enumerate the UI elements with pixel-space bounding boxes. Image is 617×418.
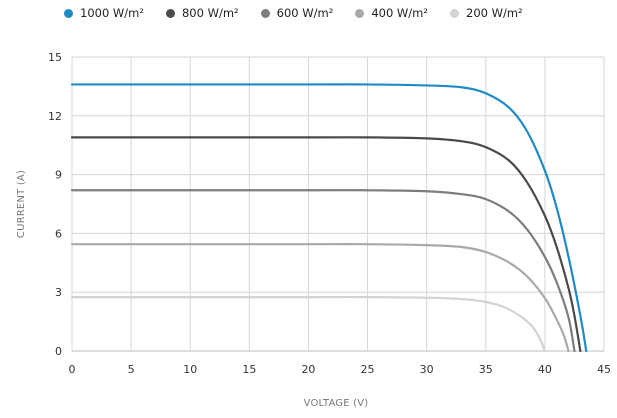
series-line <box>70 83 588 353</box>
series-line <box>70 243 570 353</box>
legend-label: 1000 W/m² <box>80 6 144 20</box>
y-tick-label: 9 <box>55 169 62 182</box>
x-tick-label: 25 <box>361 363 375 376</box>
legend-label: 800 W/m² <box>181 6 239 20</box>
x-tick-label: 30 <box>420 363 434 376</box>
y-tick-label: 3 <box>55 286 62 299</box>
x-tick-label: 20 <box>301 363 315 376</box>
x-tick-label: 15 <box>242 363 256 376</box>
series-line <box>70 136 582 353</box>
x-tick-label: 5 <box>128 363 135 376</box>
x-axis-title: VOLTAGE (V) <box>304 398 369 409</box>
x-tick-label: 0 <box>69 363 76 376</box>
legend-swatch <box>165 8 175 18</box>
legend-swatch <box>64 8 73 18</box>
legend-item: 200 W/m² <box>450 6 523 20</box>
legend-label: 400 W/m² <box>371 6 428 20</box>
legend-swatch <box>450 8 459 18</box>
legend-item: 800 W/m² <box>165 6 239 20</box>
y-tick-label: 6 <box>55 227 62 240</box>
legend-swatch <box>260 8 270 18</box>
y-tick-label: 0 <box>55 345 62 358</box>
series-line <box>70 189 576 353</box>
x-tick-label: 10 <box>183 363 197 376</box>
legend-item: 1000 W/m² <box>64 6 144 20</box>
series-lines <box>70 83 588 353</box>
legend-swatch <box>355 8 365 18</box>
x-tick-label: 40 <box>538 363 552 376</box>
tick-labels: 0 5 10 15 20 25 30 35 40 45 0 3 6 9 12 15 <box>48 51 611 376</box>
legend-label: 600 W/m² <box>276 6 334 20</box>
y-axis-title: CURRENT (A) <box>16 170 27 238</box>
legend-item: 400 W/m² <box>355 6 428 20</box>
x-tick-label: 45 <box>597 363 611 376</box>
legend-label: 200 W/m² <box>466 6 523 20</box>
y-tick-label: 15 <box>48 51 62 64</box>
series-line <box>70 295 546 353</box>
y-tick-label: 12 <box>48 110 62 123</box>
legend: 1000 W/m² 800 W/m² 600 W/m² 400 W/m² 200 W/m… <box>64 6 523 20</box>
legend-item: 600 W/m² <box>260 6 334 20</box>
grid <box>71 56 605 352</box>
x-tick-label: 35 <box>479 363 493 376</box>
